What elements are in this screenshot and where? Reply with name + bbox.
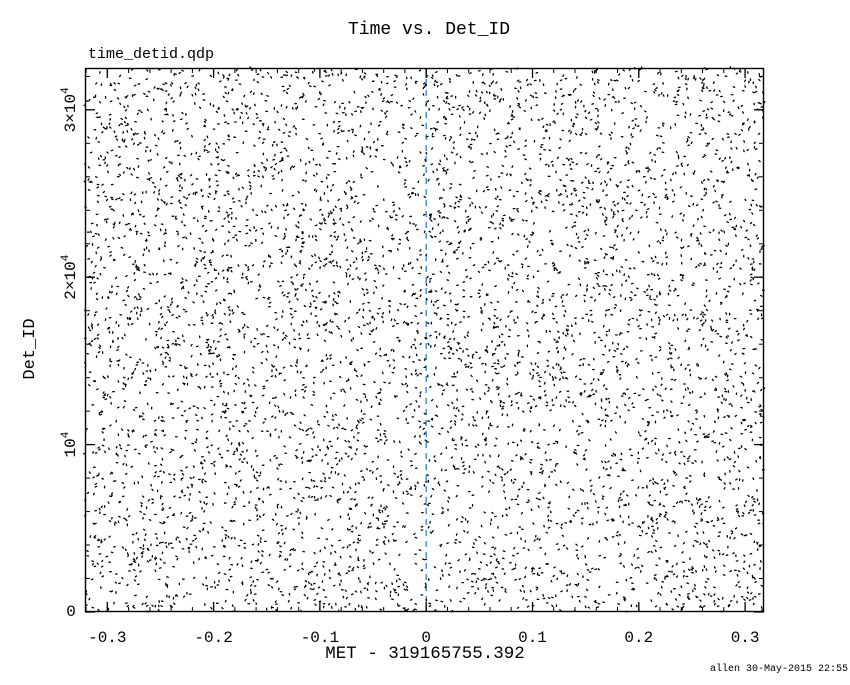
svg-text:allen 30-May-2015 22:55: allen 30-May-2015 22:55 [710, 663, 848, 675]
svg-text:-0.2: -0.2 [194, 629, 232, 647]
svg-text:-0.3: -0.3 [88, 629, 126, 647]
svg-text:Time vs. Det_ID: Time vs. Det_ID [348, 20, 510, 40]
svg-text:MET - 319165755.392: MET - 319165755.392 [325, 644, 525, 664]
svg-text:0.2: 0.2 [624, 629, 653, 647]
svg-text:0.3: 0.3 [731, 629, 760, 647]
svg-text:Det_ID: Det_ID [21, 318, 40, 379]
svg-text:0: 0 [66, 603, 76, 621]
svg-text:time_detid.qdp: time_detid.qdp [88, 46, 214, 63]
